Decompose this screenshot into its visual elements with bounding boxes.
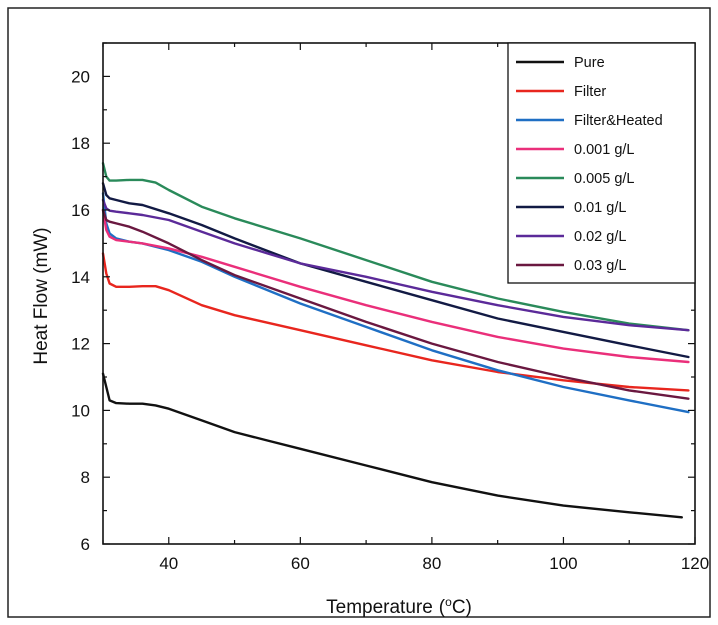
y-tick-label: 6 <box>81 535 90 554</box>
x-axis: 40 60 80 100 120 <box>102 43 709 573</box>
legend-label-3: 0.001 g/L <box>574 142 634 158</box>
x-tick-label: 40 <box>159 554 178 573</box>
series-line-3 <box>101 208 690 364</box>
y-tick-label: 16 <box>71 201 90 220</box>
legend-label-1: Filter <box>574 84 606 100</box>
y-axis: 6 8 10 12 14 16 18 20 <box>71 42 695 554</box>
x-tick-label: 80 <box>422 554 441 573</box>
legend-label-6: 0.02 g/L <box>574 229 626 245</box>
x-tick-label: 120 <box>681 554 709 573</box>
plot-area <box>101 161 690 519</box>
y-axis-label: Heat Flow (mW) <box>31 227 52 364</box>
series-line-0 <box>101 372 683 519</box>
series-line-2 <box>101 192 690 414</box>
y-tick-label: 18 <box>71 134 90 153</box>
series-line-5 <box>101 182 690 359</box>
y-tick-label: 8 <box>81 468 90 487</box>
y-tick-label: 12 <box>71 335 90 354</box>
plot-frame <box>102 42 696 545</box>
legend-box <box>507 42 696 284</box>
x-tick-label: 60 <box>291 554 310 573</box>
legend-label-2: Filter&Heated <box>574 113 663 129</box>
x-tick-label: 100 <box>549 554 577 573</box>
legend-label-5: 0.01 g/L <box>574 200 626 216</box>
legend-label-4: 0.005 g/L <box>574 171 634 187</box>
y-tick-label: 14 <box>71 268 90 287</box>
series-line-4 <box>101 161 690 332</box>
x-axis-unit-c: C) <box>452 597 472 618</box>
x-axis-label: Temperature (oC) <box>326 595 472 618</box>
y-tick-label: 10 <box>71 401 90 420</box>
x-axis-label-text: Temperature <box>326 597 433 618</box>
legend-label-7: 0.03 g/L <box>574 258 626 274</box>
legend: Pure Filter Filter&Heated 0.001 g/L 0.005 g/… <box>507 42 696 284</box>
legend-label-0: Pure <box>574 55 605 71</box>
x-axis-unit-degree: o <box>445 595 452 609</box>
x-axis-unit: ( <box>439 597 446 618</box>
series-line-7 <box>101 208 690 400</box>
series-line-6 <box>101 198 690 332</box>
y-tick-label: 20 <box>71 67 90 86</box>
